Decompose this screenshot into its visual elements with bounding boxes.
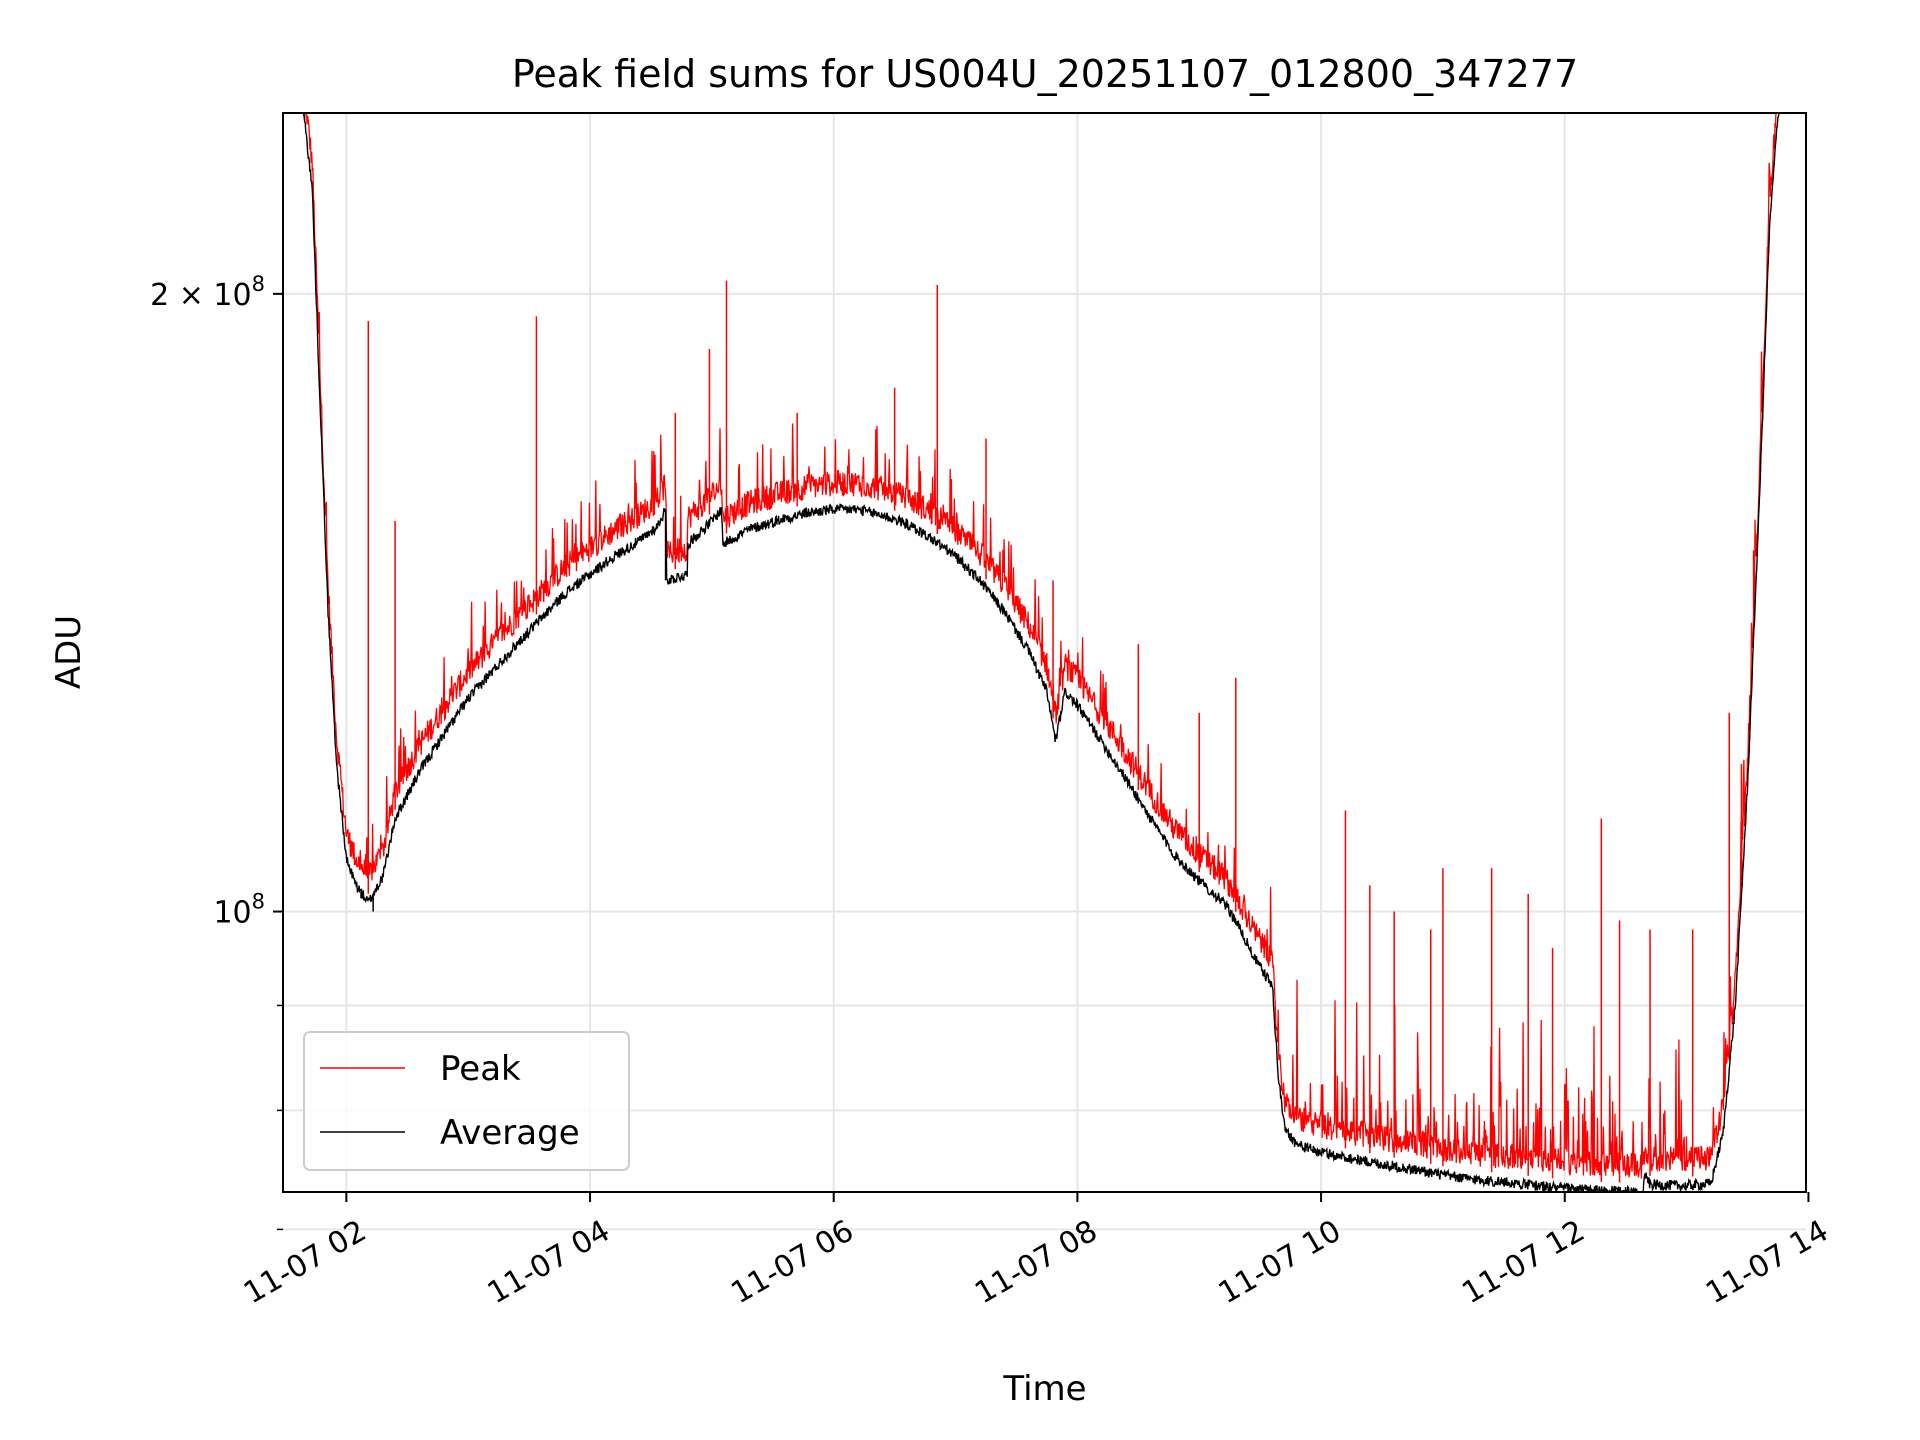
chart-title: Peak field sums for US004U_20251107_0128… [512,52,1578,96]
y-tick-label: 108 [213,890,265,931]
y-tick-label: 2 × 108 [150,272,265,313]
y-axis-label: ADU [49,615,89,689]
series-layer [283,113,1806,1192]
legend: Peak Average [303,1031,630,1171]
y-axis: 108 2 × 108 [150,272,283,1231]
plot-frame [282,112,1807,1193]
average-series-line [283,113,1806,1192]
legend-average-label: Average [440,1113,580,1153]
legend-peak-label: Peak [440,1049,521,1089]
legend-box [303,1031,630,1171]
x-axis-label: Time [1002,1369,1086,1409]
